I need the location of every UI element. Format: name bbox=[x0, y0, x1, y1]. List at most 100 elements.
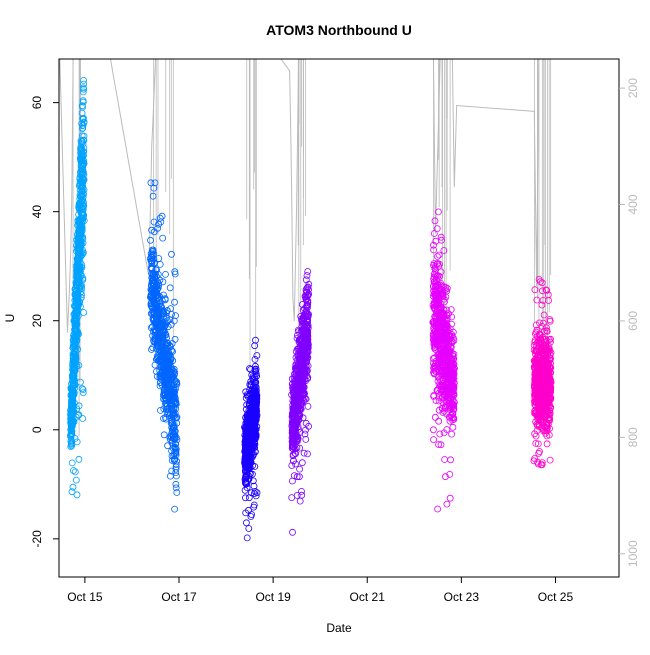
data-point bbox=[305, 422, 313, 430]
data-point bbox=[155, 292, 163, 300]
data-point bbox=[440, 247, 448, 254]
data-point bbox=[532, 439, 540, 447]
data-point bbox=[450, 415, 458, 423]
data-point bbox=[435, 417, 443, 425]
data-point bbox=[77, 293, 85, 301]
data-point bbox=[173, 489, 181, 496]
data-point bbox=[79, 215, 86, 222]
data-point bbox=[543, 286, 551, 294]
data-point bbox=[539, 296, 547, 304]
data-point bbox=[440, 295, 448, 303]
data-point bbox=[448, 430, 456, 438]
data-point bbox=[172, 414, 180, 422]
data-point bbox=[150, 184, 158, 192]
data-point bbox=[71, 468, 79, 476]
data-point bbox=[290, 472, 298, 480]
data-point bbox=[547, 349, 555, 357]
data-point bbox=[71, 384, 78, 392]
scatter-points-group bbox=[66, 77, 555, 542]
data-point bbox=[172, 484, 180, 492]
data-point bbox=[242, 519, 250, 527]
data-point bbox=[304, 354, 312, 362]
data-point bbox=[148, 346, 155, 353]
data-point bbox=[429, 426, 437, 434]
data-point bbox=[545, 297, 552, 304]
data-point bbox=[450, 350, 458, 358]
data-point bbox=[303, 357, 311, 365]
data-point bbox=[288, 462, 296, 469]
data-point bbox=[295, 416, 303, 424]
data-point bbox=[78, 223, 86, 231]
data-point bbox=[172, 445, 180, 453]
data-point bbox=[546, 456, 554, 464]
data-point bbox=[79, 239, 87, 247]
data-point bbox=[75, 361, 83, 369]
data-point bbox=[78, 264, 86, 271]
data-point bbox=[540, 311, 548, 319]
data-point bbox=[540, 319, 547, 327]
data-point bbox=[304, 348, 312, 356]
data-point bbox=[547, 338, 554, 346]
data-point bbox=[159, 278, 167, 286]
data-point bbox=[70, 467, 77, 474]
data-point bbox=[159, 234, 167, 242]
data-point bbox=[75, 411, 83, 419]
data-point bbox=[435, 441, 443, 448]
y-tick-label: 20 bbox=[30, 314, 44, 328]
data-point bbox=[170, 317, 178, 325]
data-point bbox=[450, 337, 458, 344]
data-point bbox=[298, 400, 306, 408]
data-point bbox=[171, 369, 179, 377]
data-point bbox=[301, 430, 309, 438]
data-point bbox=[69, 483, 77, 491]
data-point bbox=[434, 505, 442, 513]
data-point bbox=[153, 266, 161, 274]
data-point bbox=[172, 398, 180, 406]
data-point bbox=[293, 432, 301, 440]
data-point bbox=[169, 348, 177, 355]
data-point bbox=[303, 302, 311, 310]
data-point bbox=[304, 301, 312, 309]
data-point bbox=[443, 287, 451, 295]
data-point bbox=[68, 488, 76, 496]
data-point bbox=[303, 288, 311, 296]
data-point bbox=[77, 267, 84, 275]
data-point bbox=[79, 276, 87, 284]
data-point bbox=[79, 415, 87, 422]
data-point bbox=[150, 218, 158, 226]
data-point bbox=[171, 335, 179, 343]
data-point bbox=[251, 355, 259, 363]
data-point bbox=[78, 182, 86, 190]
data-point bbox=[547, 394, 555, 402]
data-point bbox=[303, 353, 311, 360]
data-point bbox=[450, 365, 458, 373]
data-point bbox=[77, 303, 84, 311]
data-point bbox=[253, 352, 261, 359]
data-point bbox=[547, 364, 555, 372]
data-point bbox=[304, 362, 312, 370]
data-point bbox=[253, 411, 261, 419]
data-point bbox=[162, 270, 169, 278]
data-point bbox=[251, 448, 259, 456]
data-point bbox=[300, 383, 308, 391]
data-point bbox=[251, 487, 259, 495]
data-point bbox=[538, 279, 546, 287]
data-point bbox=[173, 380, 181, 388]
data-point bbox=[158, 303, 166, 311]
data-point bbox=[531, 286, 539, 294]
data-point bbox=[168, 310, 176, 318]
data-point bbox=[247, 458, 255, 466]
y-tick-label: -20 bbox=[30, 530, 44, 548]
data-point bbox=[305, 280, 313, 288]
data-point bbox=[447, 306, 455, 314]
data-point bbox=[300, 449, 308, 457]
data-point bbox=[305, 290, 313, 298]
data-point bbox=[450, 370, 458, 378]
data-point bbox=[156, 299, 164, 307]
data-point bbox=[431, 217, 439, 225]
data-point bbox=[172, 461, 180, 469]
data-point bbox=[450, 405, 458, 413]
data-point bbox=[304, 336, 312, 344]
data-point bbox=[79, 183, 87, 191]
data-point bbox=[147, 179, 155, 187]
